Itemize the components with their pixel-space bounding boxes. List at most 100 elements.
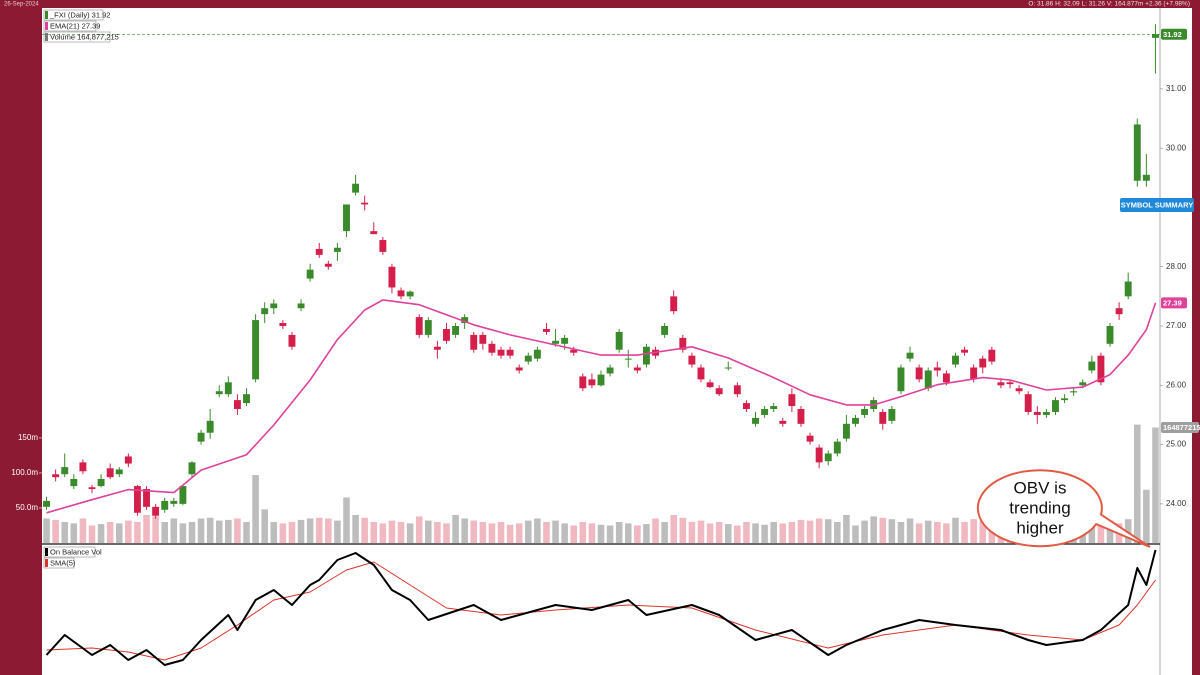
- volume-bar: [1088, 523, 1096, 543]
- candle-body: [815, 447, 823, 463]
- volume-bar: [443, 523, 450, 543]
- candle-body: [106, 468, 114, 478]
- legend-swatch: [45, 33, 48, 41]
- candle-body: [852, 417, 859, 424]
- volume-bar: [852, 525, 859, 543]
- volume-bar: [515, 523, 523, 543]
- candle-body: [752, 417, 759, 424]
- candle-body: [1097, 355, 1105, 383]
- volume-bar: [370, 521, 378, 543]
- candle-body: [797, 409, 805, 424]
- candle-body: [488, 343, 496, 353]
- volume-bar: [888, 519, 896, 543]
- y-tick-label: 30.00: [1166, 143, 1187, 152]
- legend-box: [43, 31, 111, 43]
- callout: OBV is trending higher: [976, 469, 1151, 548]
- candle-body: [888, 409, 896, 421]
- volume-bar: [906, 518, 914, 543]
- candle-body: [970, 367, 978, 380]
- candle-body: [1042, 411, 1050, 415]
- volume-bar: [679, 517, 687, 543]
- volume-bar: [688, 521, 696, 543]
- legend: _FXI (Daily) 31.92 EMA(21) 27.39 Volume …: [43, 9, 119, 569]
- volume-bar: [243, 521, 250, 543]
- candle-body: [124, 456, 132, 464]
- candle-body: [306, 269, 314, 279]
- volume-bar: [588, 523, 596, 543]
- volume-bar: [815, 518, 823, 543]
- volume-bar: [534, 518, 541, 543]
- volume-bar: [188, 521, 196, 543]
- legend-entry: SMA(5): [50, 558, 76, 567]
- volume-bar: [506, 524, 514, 543]
- volume-bar: [170, 518, 178, 543]
- volume-bar: [824, 519, 832, 543]
- candle-body: [424, 320, 432, 335]
- candle-body: [343, 204, 350, 232]
- candle-body: [261, 308, 269, 315]
- candle-body: [243, 394, 250, 404]
- volume-bar: [870, 516, 877, 543]
- volume-bar: [379, 523, 387, 543]
- candle-body: [115, 469, 123, 475]
- volume-bar: [352, 514, 359, 543]
- candle-body: [679, 337, 687, 350]
- candle-body: [388, 266, 396, 288]
- candle-body: [406, 291, 414, 297]
- candle-body: [833, 441, 841, 454]
- volume-bar: [788, 521, 796, 543]
- y-tick-label: 28.00: [1166, 262, 1187, 271]
- volume-bar: [88, 525, 96, 543]
- volume-bar: [606, 525, 614, 543]
- volume-bar: [661, 521, 668, 543]
- symbol-summary-label[interactable]: SYMBOL SUMMARY: [1121, 200, 1194, 209]
- candle-body: [670, 296, 678, 312]
- candle-body: [1015, 388, 1023, 392]
- candle-body: [179, 486, 187, 504]
- volume-bar: [288, 521, 296, 543]
- candle-body: [924, 370, 932, 389]
- candle-body: [188, 462, 196, 475]
- candle-body: [297, 303, 305, 309]
- volume-bar: [143, 514, 150, 543]
- volume-tick-label: 50.0m: [16, 503, 39, 512]
- candle-body: [561, 337, 569, 344]
- candle-body: [661, 326, 669, 335]
- candle-body: [588, 379, 596, 386]
- candle-body: [197, 432, 205, 442]
- volume-bar: [634, 525, 641, 543]
- candle-body: [997, 382, 1005, 386]
- candle-body: [333, 247, 341, 252]
- volume-bar: [779, 523, 787, 543]
- candle-body: [215, 391, 223, 395]
- volume-bar: [406, 523, 414, 543]
- date-label: 26-Sep-2024: [4, 2, 39, 8]
- candle-body: [479, 334, 487, 344]
- volume-bar: [115, 523, 123, 543]
- symbol-summary-button[interactable]: [1120, 198, 1194, 212]
- legend-box: [43, 557, 75, 569]
- volume-tick-label: 150m: [18, 433, 38, 442]
- candle-body: [52, 474, 60, 478]
- candle-body: [697, 367, 705, 380]
- candle-body: [952, 355, 959, 365]
- volume-bar: [1143, 489, 1150, 543]
- y-tick-label: 24.00: [1166, 499, 1187, 508]
- volume-bar: [215, 520, 223, 543]
- candle-body: [361, 202, 369, 205]
- volume-bar: [943, 523, 950, 543]
- candle-body: [379, 240, 387, 252]
- candle-body: [879, 411, 887, 424]
- candle-body: [1142, 174, 1150, 181]
- volume-bar: [543, 521, 550, 543]
- candle-body: [1052, 400, 1059, 412]
- candle-body: [270, 303, 278, 309]
- candle-body: [1115, 308, 1123, 315]
- volume-bar: [552, 520, 559, 543]
- candle-body: [88, 487, 96, 490]
- candle-body: [906, 352, 914, 359]
- candle-body: [733, 385, 741, 395]
- volume-bar: [843, 514, 850, 543]
- ema-line: [46, 299, 1157, 514]
- candle-body: [515, 367, 523, 371]
